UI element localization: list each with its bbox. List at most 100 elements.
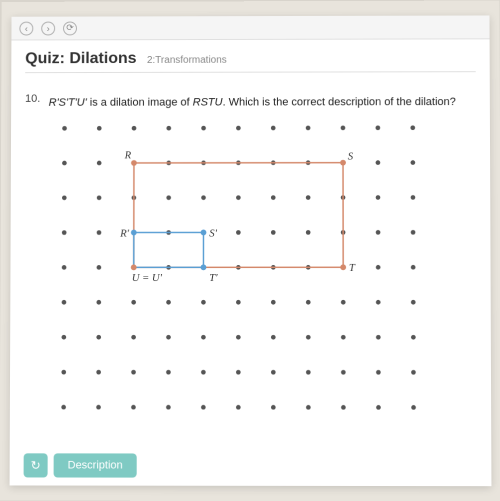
grid-dot xyxy=(411,370,416,375)
grid-dot xyxy=(271,230,276,235)
description-label: Description xyxy=(68,459,123,471)
grid-dot xyxy=(132,126,137,131)
reload-icon[interactable]: ⟳ xyxy=(63,21,77,35)
vertex-dot xyxy=(201,230,207,236)
grid-dot xyxy=(306,230,311,235)
grid-dot xyxy=(166,370,171,375)
quiz-subtitle: 2:Transformations xyxy=(147,55,227,66)
grid-dot xyxy=(376,265,381,270)
grid-dot xyxy=(96,335,101,340)
grid-dot xyxy=(62,300,67,305)
description-button[interactable]: Description xyxy=(54,453,137,477)
grid-dot xyxy=(96,300,101,305)
grid-dot xyxy=(201,370,206,375)
grid-dot xyxy=(411,195,416,200)
label-R: R xyxy=(124,150,132,161)
grid-dot xyxy=(306,195,311,200)
grid-dot xyxy=(62,335,67,340)
grid-dot xyxy=(131,300,136,305)
label-U: U = U' xyxy=(132,273,163,284)
grid-svg: R S T U = U' R' S' T' xyxy=(40,118,461,439)
grid-dot xyxy=(271,335,276,340)
rect-rstu xyxy=(134,163,343,268)
grid-dot xyxy=(96,370,101,375)
vertex-dot xyxy=(131,264,137,270)
grid-dot xyxy=(376,370,381,375)
grid-dot xyxy=(201,195,206,200)
nav-bar: ‹ › ⟳ xyxy=(11,15,489,40)
grid-dot xyxy=(166,195,171,200)
restart-button[interactable]: ↻ xyxy=(24,453,48,477)
grid-dot xyxy=(306,126,311,131)
grid-dot xyxy=(306,335,311,340)
restart-icon: ↻ xyxy=(31,458,41,472)
grid-dot xyxy=(62,161,67,166)
grid-dot xyxy=(236,230,241,235)
vertex-dot xyxy=(131,160,137,166)
grid-dot xyxy=(166,126,171,131)
grid-dot xyxy=(411,335,416,340)
question-area: 10. R'S'T'U' is a dilation image of RSTU… xyxy=(10,86,492,439)
grid-dot xyxy=(236,370,241,375)
grid-dot xyxy=(131,405,136,410)
grid-dot xyxy=(97,265,102,270)
grid-dot xyxy=(166,335,171,340)
grid-dot xyxy=(131,370,136,375)
grid-dot xyxy=(236,195,241,200)
grid-dot xyxy=(410,125,415,130)
grid-dot xyxy=(271,195,276,200)
grid-dot xyxy=(271,300,276,305)
grid-dot xyxy=(341,335,346,340)
grid-dot xyxy=(411,230,416,235)
grid-dot xyxy=(97,230,102,235)
grid-dot xyxy=(131,335,136,340)
question-number: 10. xyxy=(25,93,40,105)
grid-dot xyxy=(376,160,381,165)
grid-dot xyxy=(306,405,311,410)
label-S-prime: S' xyxy=(209,228,217,239)
grid-dot xyxy=(341,370,346,375)
grid-dot xyxy=(411,265,416,270)
grid-dot xyxy=(62,195,67,200)
grid-dot xyxy=(376,335,381,340)
vertex-dot xyxy=(201,264,207,270)
grid-dot xyxy=(166,405,171,410)
grid-dot xyxy=(376,405,381,410)
label-T-prime: T' xyxy=(209,273,218,284)
grid-dot xyxy=(97,161,102,166)
grid-dot xyxy=(411,160,416,165)
grid-dot xyxy=(201,405,206,410)
grid-dot xyxy=(61,370,66,375)
grid-dot xyxy=(236,405,241,410)
vertex-dot xyxy=(340,160,346,166)
grid-dot xyxy=(411,405,416,410)
app-screen: ‹ › ⟳ Quiz: Dilations 2:Transformations … xyxy=(10,15,492,486)
dot-grid: R S T U = U' R' S' T' xyxy=(40,118,461,439)
grid-dot xyxy=(271,370,276,375)
label-S: S xyxy=(348,152,354,163)
grid-dot xyxy=(236,300,241,305)
grid-dot xyxy=(166,300,171,305)
grid-dot xyxy=(236,126,241,131)
vertex-dot xyxy=(131,230,137,236)
grid-dot xyxy=(271,405,276,410)
grid-dot xyxy=(376,195,381,200)
grid-dot xyxy=(201,126,206,131)
label-T: T xyxy=(349,263,356,274)
grid-dot xyxy=(201,335,206,340)
forward-icon[interactable]: › xyxy=(41,21,55,35)
quiz-header: Quiz: Dilations 2:Transformations xyxy=(11,39,490,87)
grid-dot xyxy=(97,126,102,131)
grid-dot xyxy=(306,300,311,305)
vertex-dot xyxy=(340,264,346,270)
grid-dot xyxy=(376,230,381,235)
back-icon[interactable]: ‹ xyxy=(19,21,33,35)
grid-dot xyxy=(341,126,346,131)
grid-dot xyxy=(341,300,346,305)
grid-dot xyxy=(236,335,241,340)
grid-dot xyxy=(376,300,381,305)
rect-rstu-prime xyxy=(134,232,204,267)
label-R-prime: R' xyxy=(119,228,130,239)
grid-dot xyxy=(62,265,67,270)
grid-dot xyxy=(62,230,67,235)
